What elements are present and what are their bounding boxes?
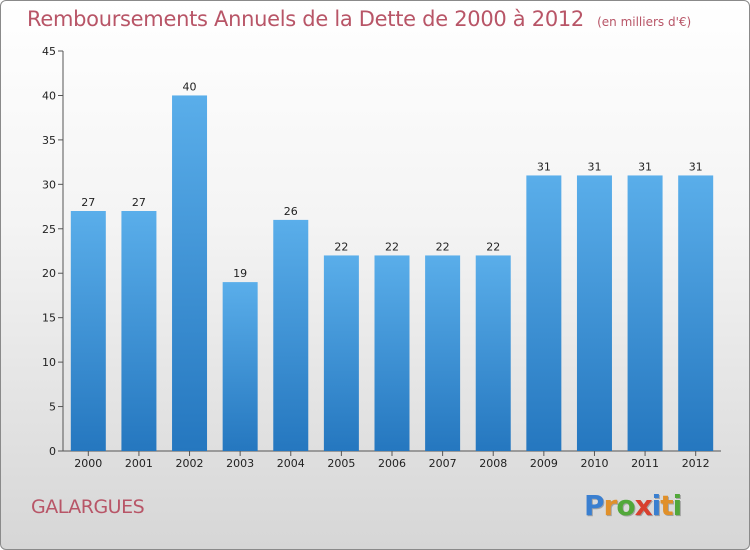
bar [70,211,106,451]
bar [425,255,461,451]
data-label: 27 [81,196,95,209]
bar [526,175,562,451]
bar [222,282,258,451]
data-label: 22 [385,240,399,253]
chart-title-row: Remboursements Annuels de la Dette de 20… [27,7,691,31]
data-label: 26 [284,205,298,218]
chart-title: Remboursements Annuels de la Dette de 20… [27,7,584,31]
x-tick-label: 2000 [74,457,102,470]
bar [576,175,612,451]
data-label: 19 [233,267,247,280]
data-label: 31 [587,160,601,173]
x-tick-label: 2001 [125,457,153,470]
proxiti-logo: Proxiti [584,489,683,522]
y-tick-label: 0 [49,445,56,458]
x-tick-label: 2012 [682,457,710,470]
y-tick-label: 15 [42,312,56,325]
chart-unit: (en milliers d'€) [597,15,692,29]
x-tick-label: 2004 [277,457,305,470]
chart-axes: 0 5 10 15 20 25 30 35 40 45 2000 2001 2002 2003 2004 20… [42,45,721,470]
data-label: 27 [132,196,146,209]
x-tick-label: 2003 [226,457,254,470]
x-tick-label: 2006 [378,457,406,470]
data-label: 22 [436,240,450,253]
bar [678,175,714,451]
bar [273,219,309,451]
logo-letter: i [651,489,662,522]
logo-letter: i [672,489,683,522]
x-tick-label: 2005 [327,457,355,470]
y-tick-label: 35 [42,134,56,147]
data-label: 31 [689,160,703,173]
bar [475,255,511,451]
x-tick-label: 2009 [530,457,558,470]
bar [121,211,157,451]
commune-name: GALARGUES [31,496,145,518]
y-tick-label: 45 [42,45,56,58]
logo-letter: t [660,489,673,522]
chart-bars [70,95,714,451]
bar [172,95,208,451]
logo-letter: P [584,489,605,522]
logo-letter: r [603,489,618,522]
chart-value-labels: 27 27 40 19 26 22 22 22 22 31 31 31 31 [81,80,702,280]
y-tick-label: 40 [42,89,56,102]
y-tick-label: 10 [42,356,56,369]
data-label: 22 [486,240,500,253]
data-label: 40 [183,80,197,93]
y-tick-label: 20 [42,267,56,280]
data-label: 31 [537,160,551,173]
x-tick-label: 2011 [631,457,659,470]
data-label: 31 [638,160,652,173]
x-tick-label: 2008 [479,457,507,470]
x-tick-label: 2010 [580,457,608,470]
y-tick-label: 30 [42,178,56,191]
bar [374,255,410,451]
data-label: 22 [334,240,348,253]
bar [323,255,359,451]
x-tick-label: 2002 [176,457,204,470]
y-tick-label: 25 [42,223,56,236]
y-tick-label: 5 [49,401,56,414]
x-tick-label: 2007 [429,457,457,470]
logo-letter: o [616,489,635,522]
logo-letter: x [634,489,653,522]
bar [627,175,663,451]
